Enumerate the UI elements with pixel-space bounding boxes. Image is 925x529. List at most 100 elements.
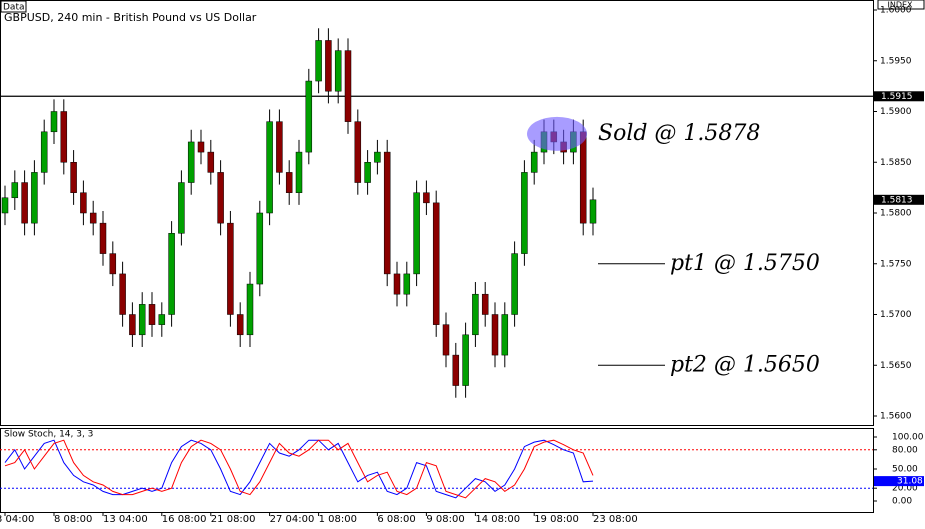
- stoch-line: [4, 439, 594, 499]
- annotation: pt2 @ 1.5650: [670, 352, 820, 377]
- y-tick-label: 1.5700: [880, 310, 912, 320]
- y-tick-label: 1.5600: [880, 412, 912, 422]
- price-label: 1.5813: [881, 195, 913, 205]
- candle-body: [256, 212, 264, 285]
- candle-body: [50, 111, 58, 133]
- x-tick-label: 19 08:00: [534, 514, 579, 525]
- candle-body: [413, 192, 420, 275]
- x-tick-label: 23 08:00: [593, 514, 638, 525]
- candle-body: [403, 273, 411, 295]
- candle-body: [501, 314, 509, 356]
- candle-body: [481, 293, 489, 315]
- candle-body: [452, 354, 460, 386]
- x-tick-label: 21 08:00: [211, 514, 256, 525]
- tab-label: Data: [3, 3, 25, 13]
- y-tick-label: 100.00: [892, 433, 924, 443]
- candle-body: [491, 314, 499, 356]
- x-tick-label: 14 08:00: [475, 514, 520, 525]
- x-tick-label: 13 04:00: [103, 514, 148, 525]
- candle-body: [217, 172, 224, 224]
- candle-body: [119, 273, 126, 315]
- candle-body: [442, 324, 450, 356]
- candle-body: [472, 293, 479, 336]
- x-tick-label: 9 08:00: [426, 514, 464, 525]
- candle-body: [423, 192, 430, 204]
- y-tick-label: 1.5850: [880, 158, 912, 168]
- y-tick-label: 80.00: [892, 445, 918, 455]
- candle-body: [80, 192, 87, 214]
- x-tick-label: 6 08:00: [377, 514, 415, 525]
- candle-body: [70, 162, 77, 193]
- y-tick-label: 1.5950: [880, 56, 912, 66]
- candle-body: [178, 182, 185, 234]
- value-label-box: [874, 476, 924, 487]
- value-label: 31.08: [897, 477, 923, 487]
- candle-body: [354, 121, 362, 183]
- candle-body: [1, 197, 9, 214]
- candle-body: [197, 141, 205, 153]
- index-label: INDEX: [887, 1, 913, 10]
- highlight: [527, 116, 587, 151]
- candle-body: [364, 162, 371, 183]
- candle-body: [530, 151, 538, 173]
- candle-body: [511, 253, 518, 315]
- candle-body: [187, 141, 195, 183]
- candle-body: [325, 40, 332, 92]
- x-tick-label: 1 08:00: [319, 514, 357, 525]
- annotation: pt1 @ 1.5750: [670, 251, 820, 276]
- candle-body: [374, 151, 381, 163]
- candle-body: [227, 222, 234, 315]
- price-label-box: [874, 194, 924, 205]
- candle-body: [344, 50, 352, 122]
- candle-body: [129, 314, 136, 336]
- candle-body: [266, 121, 273, 214]
- candle-body: [383, 151, 391, 275]
- candle-body: [579, 131, 587, 224]
- x-tick-label: 27 04:00: [270, 514, 315, 525]
- candle-body: [109, 253, 117, 275]
- candle-body: [285, 172, 293, 193]
- stoch-panel: [0, 428, 874, 513]
- candle-body: [393, 273, 401, 295]
- x-tick-label: 16 08:00: [162, 514, 207, 525]
- candle-body: [236, 314, 244, 336]
- candle-body: [315, 40, 322, 82]
- y-tick-label: 1.5750: [880, 259, 912, 269]
- y-tick-label: 1.6000: [880, 6, 912, 16]
- candle-body: [305, 80, 313, 153]
- x-tick-label: 3 04:00: [0, 514, 34, 525]
- candle-body: [148, 304, 156, 325]
- y-tick-label: 1.5800: [880, 209, 912, 219]
- y-tick-label: 20.00: [892, 484, 918, 494]
- indicator-title: Slow Stoch, 14, 3, 3: [4, 430, 93, 440]
- candle-body: [99, 222, 107, 254]
- candle-body: [168, 233, 175, 315]
- y-tick-label: 0.00: [892, 497, 912, 507]
- candle-body: [207, 151, 215, 173]
- y-tick-label: 1.5650: [880, 361, 912, 371]
- candle-body: [31, 172, 38, 224]
- index-box: [877, 0, 925, 10]
- candle-body: [432, 202, 440, 325]
- y-tick-label: 1.5900: [880, 107, 912, 117]
- price-label: 1.5915: [881, 92, 913, 102]
- candle-body: [334, 50, 342, 92]
- candle-body: [60, 111, 68, 163]
- x-tick-label: 8 08:00: [54, 514, 92, 525]
- candle-body: [138, 304, 146, 336]
- candle-body: [589, 199, 597, 224]
- tab-box: [0, 0, 27, 13]
- candle-body: [11, 182, 19, 199]
- candle-body: [295, 151, 303, 193]
- annotation: Sold @ 1.5878: [598, 121, 760, 146]
- candle-body: [521, 172, 528, 254]
- price-label-box: [874, 91, 924, 102]
- candle-body: [462, 334, 469, 386]
- candle-body: [158, 314, 166, 325]
- candle-body: [246, 283, 254, 336]
- stoch-line: [4, 439, 594, 499]
- candle-body: [276, 121, 283, 173]
- candle-body: [21, 182, 28, 224]
